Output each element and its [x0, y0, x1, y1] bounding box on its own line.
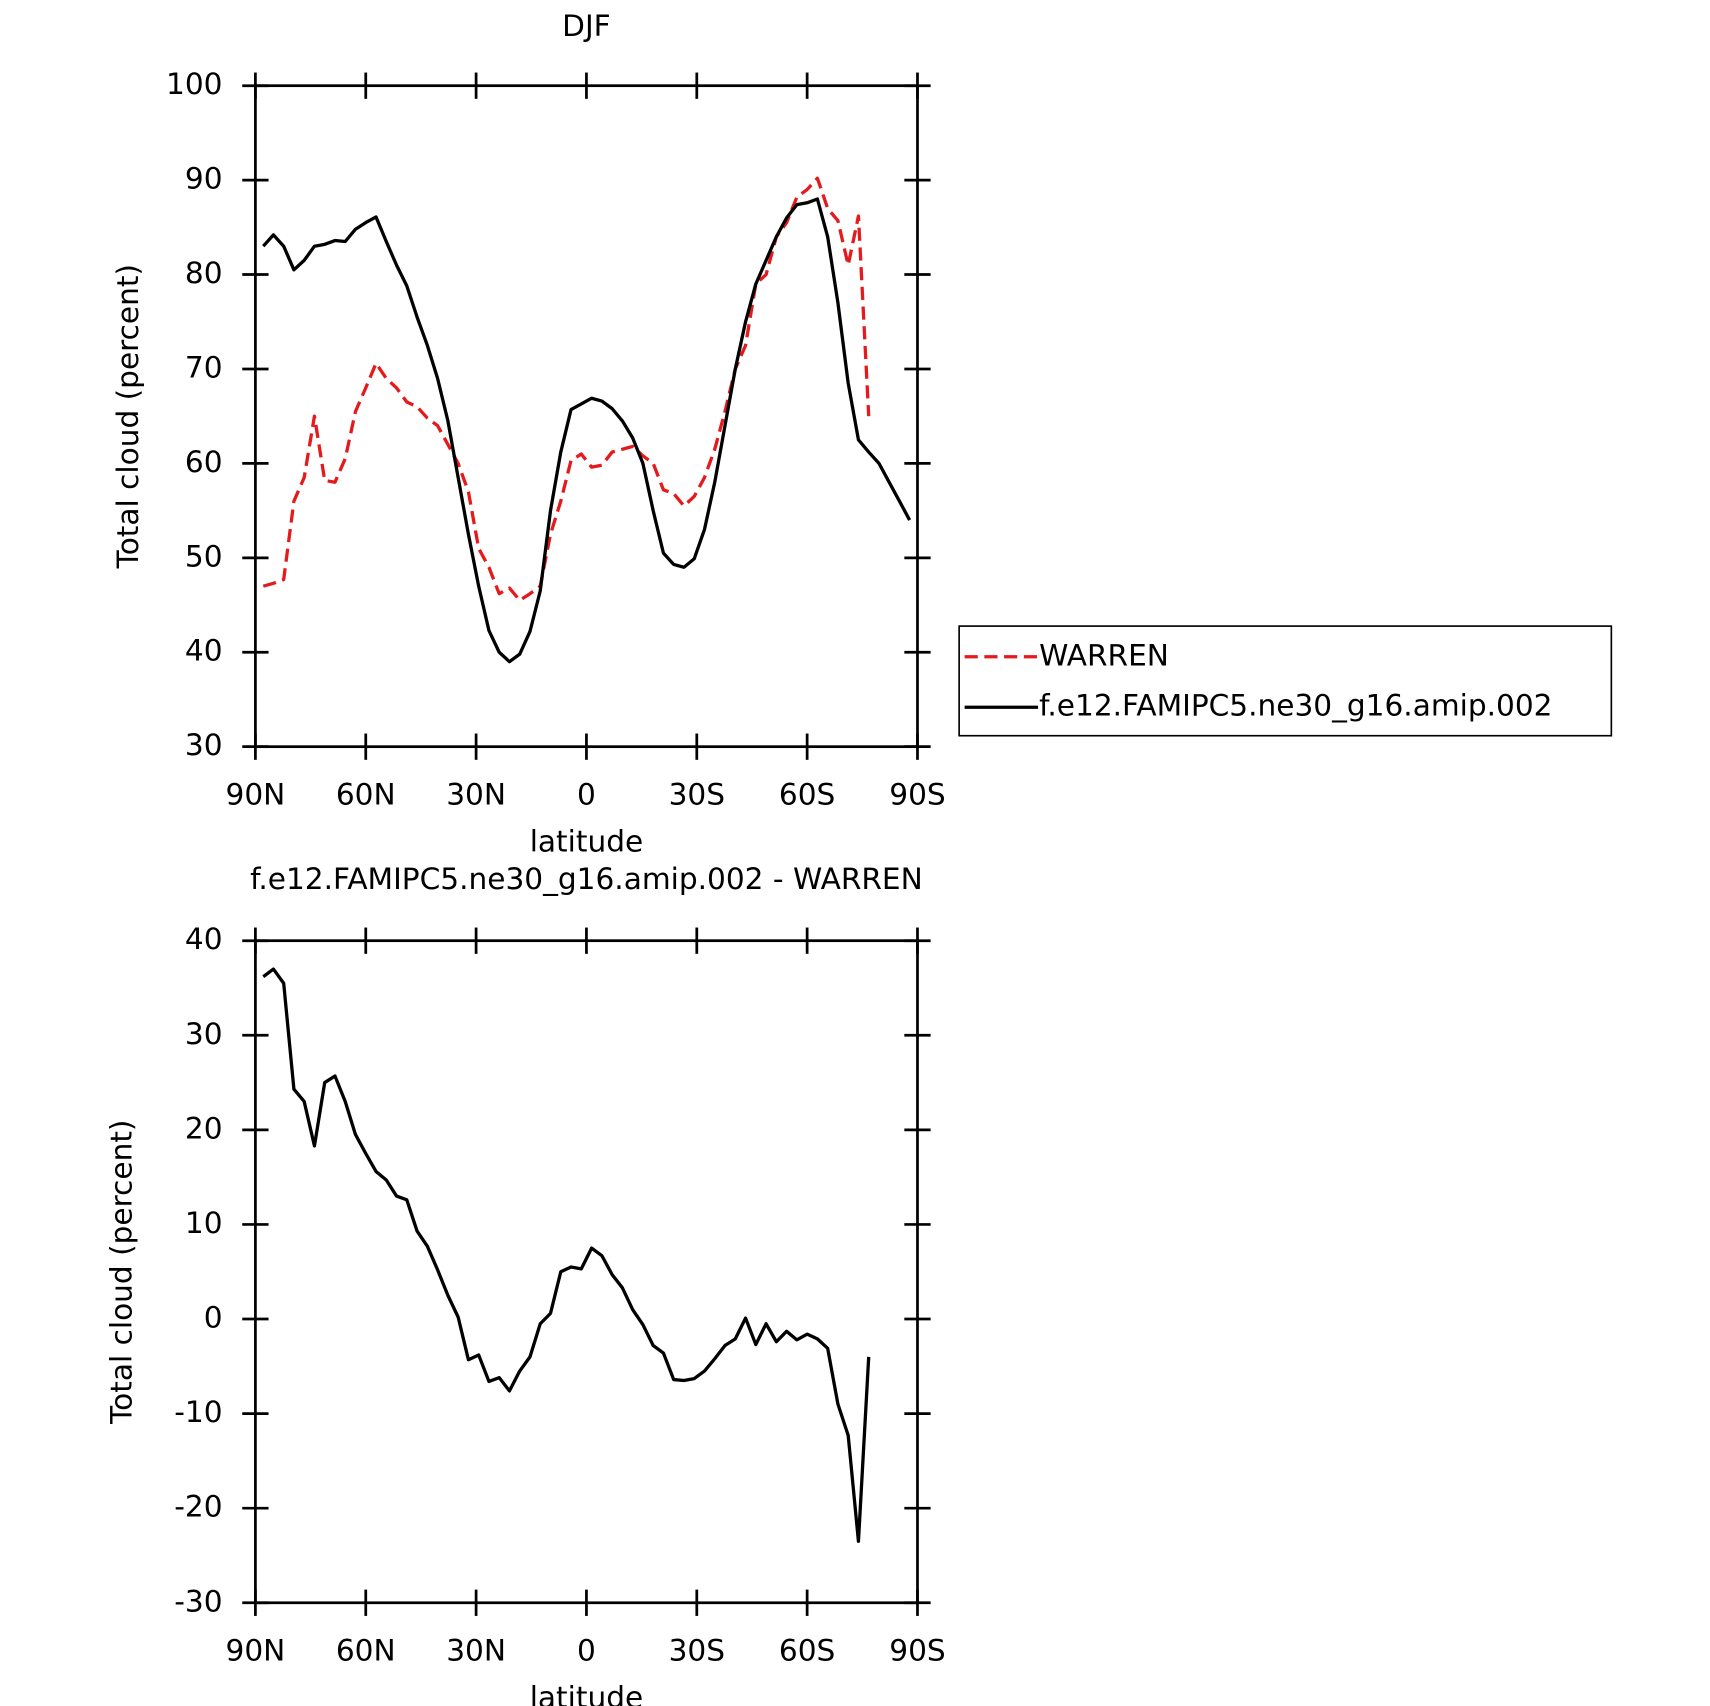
y-tick-label: 30: [185, 1017, 223, 1051]
x-tick-label: 60S: [779, 778, 835, 812]
x-tick-label: 0: [577, 1634, 596, 1668]
y-tick-label: 10: [185, 1206, 223, 1240]
x-tick-label: 90S: [889, 1634, 945, 1668]
x-tick-label: 0: [577, 778, 596, 812]
x-tick-label: 60N: [336, 778, 396, 812]
y-tick-label: 100: [166, 67, 222, 101]
x-tick-label: 30N: [446, 1634, 506, 1668]
x-tick-label: 30S: [669, 1634, 725, 1668]
data-line: [262, 176, 871, 602]
y-tick-label: 80: [185, 256, 223, 290]
data-line: [262, 967, 871, 1543]
chart-title: DJF: [562, 9, 611, 43]
data-line: [262, 197, 912, 664]
plot-frame: [254, 939, 919, 1605]
y-tick-label: 90: [185, 162, 223, 196]
y-tick-label: 60: [185, 445, 223, 479]
y-tick-label: -20: [174, 1490, 222, 1524]
y-axis-label: Total cloud (percent): [111, 264, 145, 569]
y-axis-label: Total cloud (percent): [104, 1120, 138, 1425]
y-tick-label: -10: [174, 1395, 222, 1429]
legend-label: WARREN: [1039, 638, 1169, 672]
x-tick-label: 90N: [226, 1634, 286, 1668]
y-tick-label: 40: [185, 634, 223, 668]
x-axis-label: latitude: [530, 1681, 643, 1706]
x-tick-label: 60N: [336, 1634, 396, 1668]
x-axis-label: latitude: [530, 825, 643, 859]
x-tick-label: 90N: [226, 778, 286, 812]
y-tick-label: 50: [185, 539, 223, 573]
y-tick-label: 40: [185, 922, 223, 956]
y-tick-label: 0: [204, 1301, 223, 1335]
x-tick-label: 30N: [446, 778, 506, 812]
legend-box: [958, 625, 1613, 737]
x-tick-label: 90S: [889, 778, 945, 812]
chart-title: f.e12.FAMIPC5.ne30_g16.amip.002 - WARREN: [250, 862, 923, 896]
legend-label: f.e12.FAMIPC5.ne30_g16.amip.002: [1039, 689, 1552, 723]
y-tick-label: -30: [174, 1584, 222, 1618]
y-tick-label: 20: [185, 1111, 223, 1145]
y-tick-label: 30: [185, 728, 223, 762]
y-tick-label: 70: [185, 350, 223, 384]
x-tick-label: 30S: [669, 778, 725, 812]
x-tick-label: 60S: [779, 1634, 835, 1668]
